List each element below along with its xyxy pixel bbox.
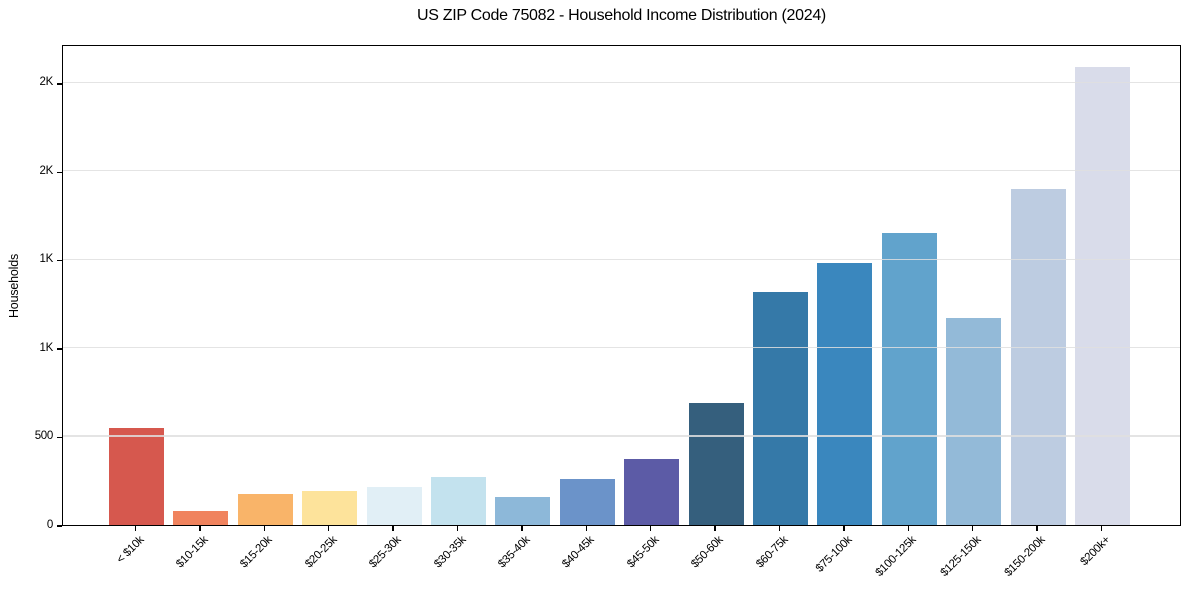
bar-10k	[109, 427, 164, 525]
x-tick	[971, 526, 974, 531]
gridline	[63, 170, 1180, 172]
y-tick-label: 500	[34, 430, 54, 443]
x-tick	[1036, 526, 1038, 531]
y-tick-label: 1K	[39, 253, 54, 266]
bar-35-40k	[495, 496, 551, 525]
x-tick	[392, 526, 394, 531]
x-tick	[263, 526, 266, 531]
chart-title: US ZIP Code 75082 - Household Income Dis…	[417, 7, 826, 24]
x-tick	[1100, 526, 1103, 531]
gridline	[63, 81, 1180, 83]
plot-area	[62, 45, 1181, 526]
bar-150-200k	[1010, 189, 1066, 525]
y-tick	[57, 525, 62, 527]
x-tick	[134, 526, 137, 531]
bar-20-25k	[302, 491, 358, 525]
y-tick-label: 1K	[39, 341, 54, 354]
x-tick	[649, 526, 652, 531]
x-tick	[456, 526, 459, 531]
y-tick	[57, 348, 62, 350]
bar-25-30k	[366, 486, 422, 525]
bar-15-20k	[237, 494, 293, 525]
bar-75-100k	[817, 263, 873, 525]
x-tick	[843, 526, 845, 531]
x-tick	[585, 526, 588, 531]
x-tick	[521, 526, 523, 531]
x-tick	[778, 526, 781, 531]
gridline	[63, 346, 1180, 349]
bar-30-35k	[431, 477, 486, 525]
y-tick	[57, 259, 62, 262]
y-tick	[57, 171, 62, 174]
bar-45-50k	[624, 458, 680, 525]
y-tick-label: 2K	[39, 164, 54, 177]
gridline	[63, 435, 1180, 437]
y-tick	[57, 83, 62, 85]
x-tick	[714, 526, 716, 531]
x-tick-label: < $10k	[114, 534, 146, 566]
bar-100-125k	[881, 233, 937, 525]
y-tick	[57, 436, 62, 439]
gridline	[63, 258, 1180, 260]
y-tick-label: 0	[46, 518, 53, 531]
bar-40-45k	[559, 479, 615, 525]
y-tick-label: 2K	[39, 76, 54, 89]
bar-60-75k	[753, 291, 808, 525]
bar-50-60k	[688, 402, 744, 525]
x-tick	[327, 526, 330, 531]
bar-200k	[1075, 67, 1130, 525]
x-tick	[907, 526, 910, 531]
bar-10-15k	[173, 510, 229, 525]
x-tick	[199, 526, 201, 531]
bar-125-150k	[946, 318, 1002, 525]
